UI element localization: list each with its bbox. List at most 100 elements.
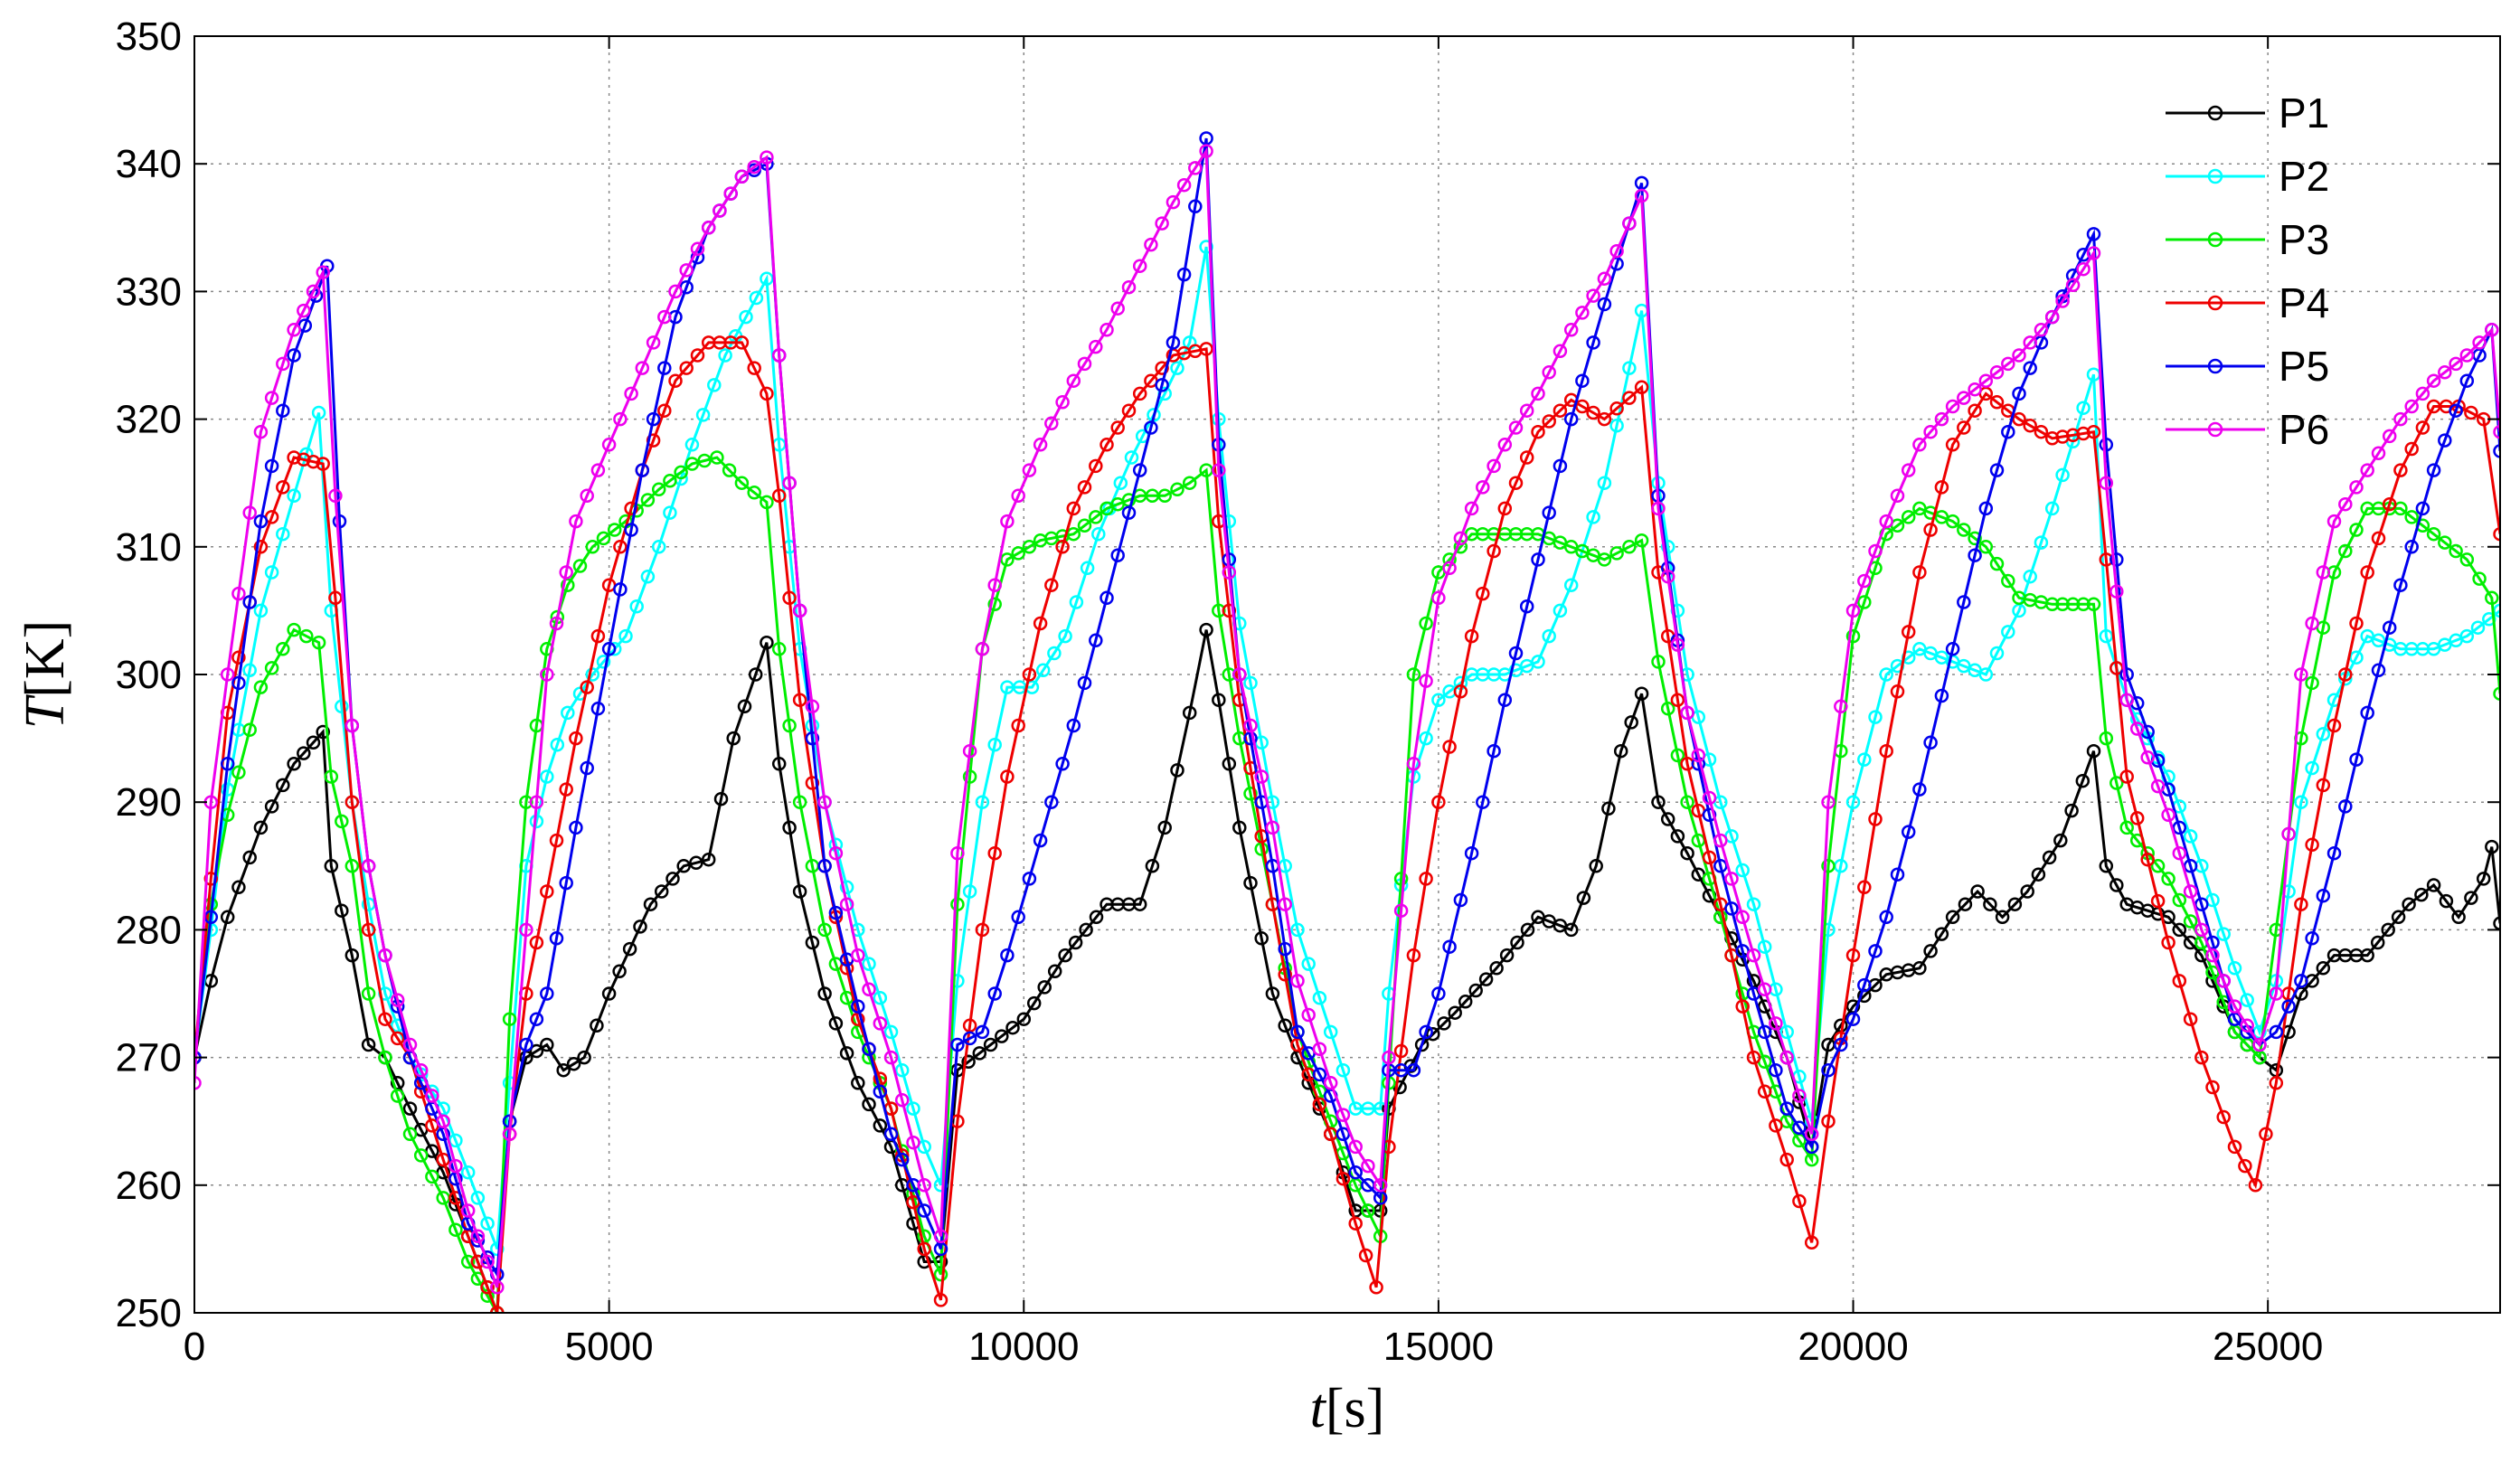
data-point xyxy=(2459,373,2475,388)
data-point xyxy=(2240,1018,2254,1033)
data-point xyxy=(1834,699,1848,714)
data-point xyxy=(851,999,865,1014)
data-point xyxy=(556,1062,571,1078)
data-point xyxy=(297,746,311,760)
data-point xyxy=(361,986,376,1001)
data-point xyxy=(1934,927,1949,941)
data-point xyxy=(297,452,311,467)
data-point xyxy=(1724,872,1739,886)
data-point xyxy=(1089,339,1103,354)
data-point xyxy=(2391,910,2406,925)
data-point xyxy=(2349,650,2364,665)
data-point xyxy=(1348,1216,1363,1231)
data-point xyxy=(1044,416,1059,431)
data-point xyxy=(2023,569,2037,584)
data-point xyxy=(1476,480,1490,495)
data-point xyxy=(975,642,990,656)
data-point xyxy=(569,514,583,529)
data-point xyxy=(1945,399,1960,414)
data-point xyxy=(540,769,554,784)
data-point xyxy=(987,986,1002,1001)
data-point xyxy=(1212,463,1226,477)
data-point xyxy=(1989,556,2005,571)
data-point xyxy=(2012,348,2026,363)
data-point xyxy=(1089,633,1103,648)
data-point xyxy=(2240,993,2254,1007)
data-point xyxy=(1660,569,1675,584)
legend-marker xyxy=(2207,295,2223,311)
data-point xyxy=(657,403,672,418)
data-point xyxy=(1453,531,1468,546)
data-point xyxy=(2099,628,2114,644)
y-axis-label-symbol: T xyxy=(14,693,76,729)
data-point xyxy=(1499,948,1515,963)
data-point xyxy=(668,373,683,388)
data-point xyxy=(640,569,656,584)
data-point xyxy=(2305,931,2319,946)
data-point xyxy=(1144,237,1158,252)
data-point xyxy=(739,309,753,325)
data-point xyxy=(2183,859,2198,873)
series-line-p5 xyxy=(194,137,2500,1279)
data-point xyxy=(1022,872,1037,886)
data-point xyxy=(2404,441,2419,457)
data-point xyxy=(851,1076,865,1090)
data-point xyxy=(425,1169,439,1184)
data-point xyxy=(1857,880,1872,895)
data-point xyxy=(264,799,279,814)
data-point xyxy=(2205,965,2220,980)
data-point xyxy=(668,284,683,299)
y-axis-label-unit: [K] xyxy=(14,620,76,698)
data-point xyxy=(2129,811,2145,825)
data-point xyxy=(1080,561,1095,576)
data-point xyxy=(1068,935,1083,950)
data-point xyxy=(1089,510,1103,524)
data-point xyxy=(276,403,290,418)
data-point xyxy=(2472,335,2487,350)
data-point xyxy=(390,993,405,1007)
data-point xyxy=(862,1042,876,1056)
data-point xyxy=(894,1092,910,1108)
data-point xyxy=(792,603,807,618)
data-point xyxy=(1845,603,1861,618)
data-point xyxy=(1199,342,1213,356)
data-point xyxy=(2109,552,2124,567)
data-point xyxy=(448,1158,463,1174)
data-point xyxy=(1713,833,1728,848)
data-point xyxy=(2076,261,2091,277)
data-point xyxy=(1312,990,1327,1005)
data-point xyxy=(1155,361,1169,375)
data-point xyxy=(1821,859,1836,873)
data-point xyxy=(782,718,797,733)
data-point xyxy=(2464,891,2478,905)
data-point xyxy=(1055,757,1070,771)
data-point xyxy=(646,335,661,350)
data-point xyxy=(2294,667,2308,682)
data-point xyxy=(2119,769,2134,784)
data-point xyxy=(253,820,269,835)
data-point xyxy=(2183,1012,2198,1026)
data-point xyxy=(1804,1127,1819,1142)
data-point xyxy=(1576,891,1591,905)
data-point xyxy=(1945,910,1960,925)
data-point xyxy=(873,990,888,1005)
data-point xyxy=(2055,467,2070,483)
legend-label: P1 xyxy=(2279,90,2329,137)
data-point xyxy=(1222,667,1237,682)
data-point xyxy=(1323,1024,1338,1040)
data-point xyxy=(1069,595,1084,609)
data-point xyxy=(287,348,301,363)
data-point xyxy=(559,782,573,797)
data-point xyxy=(1406,757,1421,771)
data-point xyxy=(1000,948,1015,963)
data-point xyxy=(933,1293,949,1307)
data-point xyxy=(2370,935,2385,950)
data-point xyxy=(665,872,680,886)
data-point xyxy=(1110,301,1125,316)
data-point xyxy=(590,628,606,644)
data-point xyxy=(894,1062,910,1078)
data-point xyxy=(2402,897,2416,911)
data-point xyxy=(596,655,611,669)
data-point xyxy=(629,599,644,614)
data-point xyxy=(1265,986,1280,1001)
